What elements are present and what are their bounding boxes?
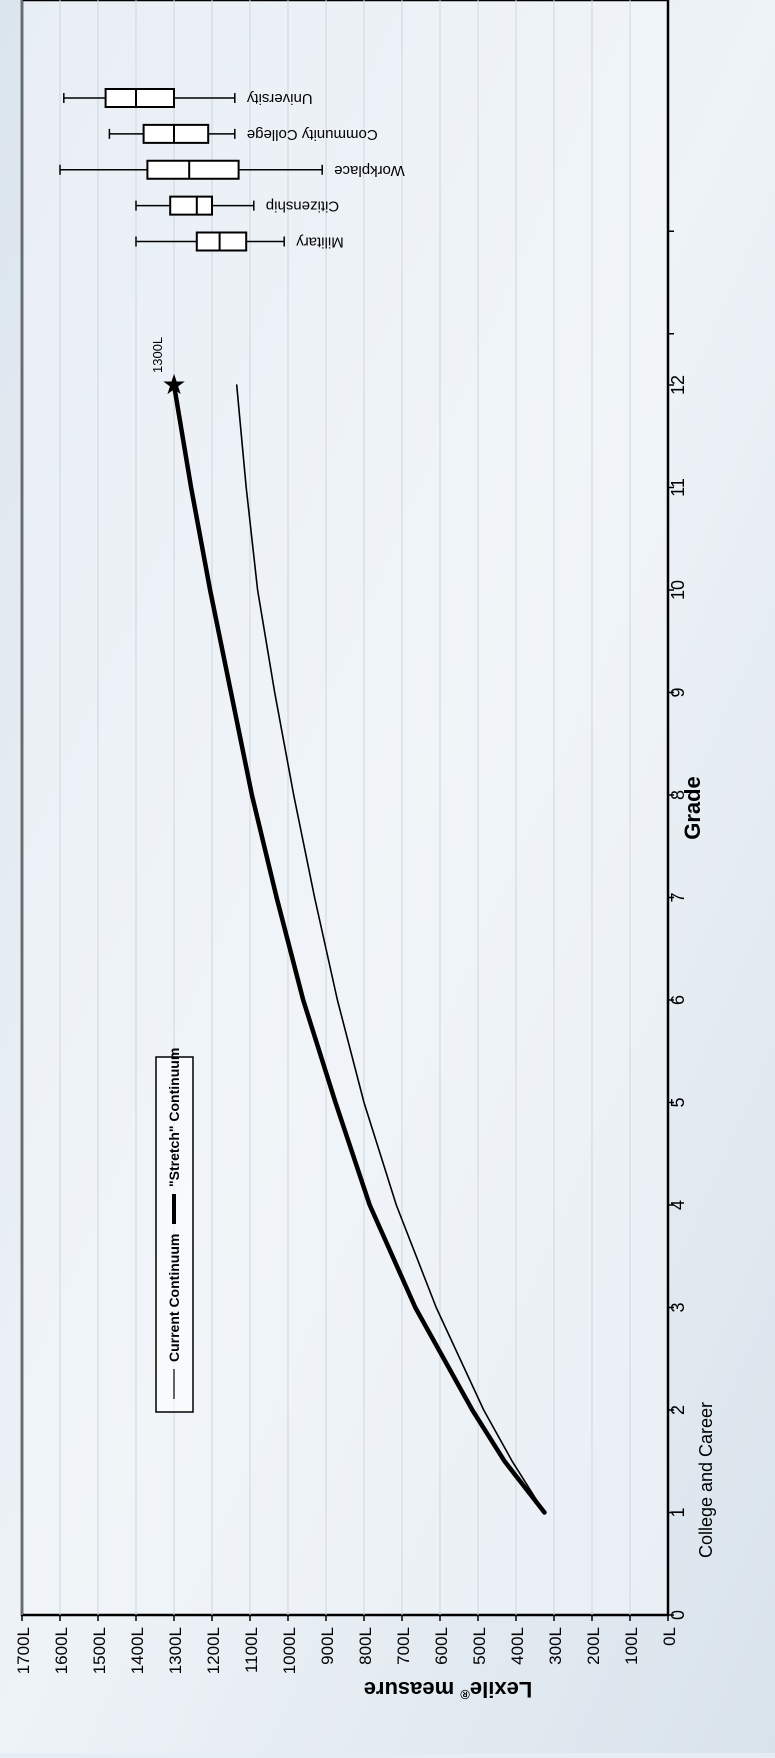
y-tick-label: 0L: [660, 1627, 679, 1646]
y-tick-label: 1400L: [128, 1627, 147, 1674]
boxplot-box: [104, 88, 175, 108]
x-tick-label: 7: [668, 892, 688, 902]
y-tick-label: 1000L: [280, 1627, 299, 1674]
series-line: [235, 384, 546, 1514]
y-tick-label: 200L: [584, 1627, 603, 1665]
boxplot-label: Citizenship: [266, 198, 339, 215]
y-tick-label: 1100L: [242, 1627, 261, 1673]
x-tick-label: 5: [668, 1097, 688, 1107]
y-tick-label: 700L: [394, 1627, 413, 1665]
boxplot-box: [142, 123, 210, 144]
boxplots: Military Citizenship Workplace Community Co…: [59, 88, 405, 252]
y-axis-label: Lexile® measure: [364, 1677, 533, 1702]
y-tick-label: 100L: [622, 1627, 641, 1665]
x-tick-label: 4: [668, 1200, 688, 1210]
y-tick-label: 1300L: [166, 1627, 185, 1674]
boxplot-label: Community College: [247, 126, 378, 143]
x-tick-label: 3: [668, 1302, 688, 1312]
legend-box: [155, 1056, 194, 1413]
series-lines: [171, 382, 547, 1515]
y-tick-label: 900L: [318, 1627, 337, 1665]
x-tick-label: 1: [668, 1507, 688, 1517]
y-tick-label: 1200L: [204, 1627, 223, 1674]
legend: Current Continuum "Stretch" Continuum: [155, 1048, 194, 1413]
boxplot-label: University: [246, 90, 312, 107]
legend-label-current: Current Continuum: [166, 1234, 182, 1362]
boxplot-label: Workplace: [334, 162, 405, 179]
x-tick-label: 6: [668, 995, 688, 1005]
y-tick-label: 1500L: [90, 1627, 109, 1674]
x-tick-label: 10: [668, 580, 688, 600]
series-line: [171, 382, 547, 1515]
x-tick-label: 9: [668, 687, 688, 697]
x-tick-label: 11: [668, 478, 688, 497]
boxplot-label: Military: [296, 234, 344, 251]
y-tick-label: 600L: [432, 1627, 451, 1665]
endpoint-marker: ★1300L: [150, 337, 187, 400]
boxplot-box: [146, 159, 240, 180]
boxplot-box: [195, 231, 248, 252]
grid-lines: [21, 0, 631, 1615]
y-tick-label: 500L: [470, 1627, 489, 1665]
y-tick-label: 800L: [356, 1627, 375, 1665]
y-tick-label: 400L: [508, 1627, 527, 1665]
plot-area: [20, 0, 670, 1617]
y-axis-ticks: 0L 100L 200L 300L 400L 500L 600L 700L 800L 900L 10…: [14, 1615, 679, 1674]
y-tick-label: 1600L: [52, 1627, 71, 1674]
x-extra-category-label: College and Career: [696, 1402, 716, 1558]
x-axis-label: Grade: [680, 776, 705, 840]
x-tick-label: 0: [668, 1610, 688, 1620]
x-tick-label: 12: [668, 375, 688, 395]
x-tick-label: 8: [668, 790, 688, 800]
y-tick-label: 1700L: [14, 1627, 33, 1674]
marker-label: 1300L: [150, 337, 165, 373]
y-tick-label: 300L: [546, 1627, 565, 1665]
star-marker: ★: [161, 369, 186, 400]
boxplot-box: [169, 195, 213, 216]
legend-label-stretch: "Stretch" Continuum: [166, 1048, 182, 1187]
x-tick-label: 2: [668, 1405, 688, 1415]
